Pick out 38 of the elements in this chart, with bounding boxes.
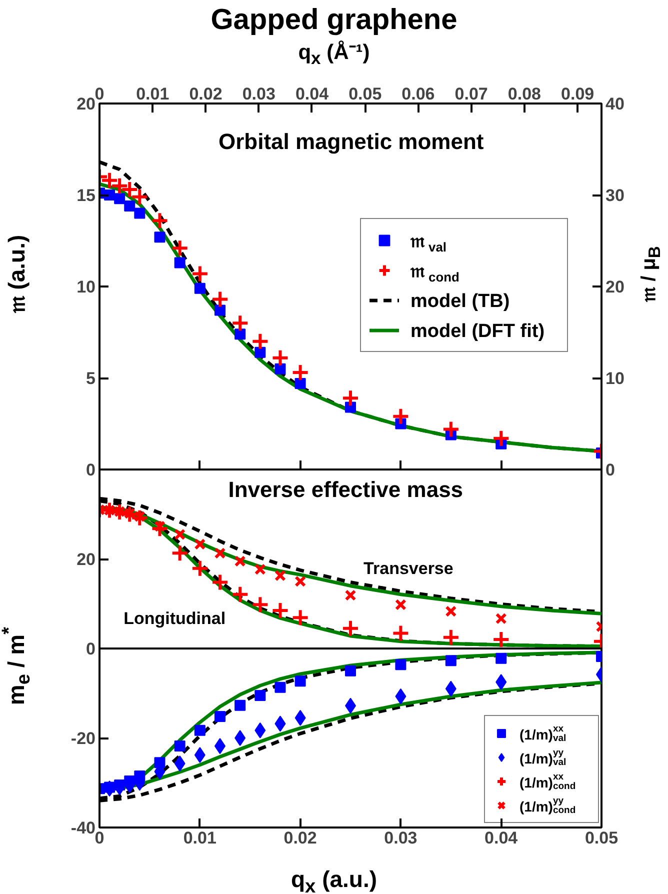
- x2-tick-label: 0.06: [402, 84, 435, 104]
- x-axis-title: q$_{x}$ (a.u.): [290, 865, 378, 894]
- x2-tick-label: 0.07: [454, 84, 488, 104]
- y2-tick-label: 20: [606, 278, 624, 296]
- y-tick-label: 5: [86, 369, 96, 388]
- legend-label: model (DFT fit): [410, 321, 545, 342]
- y-tick-label: -20: [70, 729, 96, 748]
- legend-label: model (TB): [410, 291, 510, 312]
- chart-title: Inverse effective mass: [228, 477, 464, 502]
- chart-title: Gapped graphene: [210, 3, 458, 38]
- x-tick-label: 0.01: [183, 828, 216, 848]
- y2-tick-label: 10: [606, 369, 624, 388]
- y-tick-label: 0: [86, 460, 96, 480]
- y-tick-label: 20: [76, 550, 96, 569]
- x2-tick-label: 0.01: [136, 84, 170, 104]
- x2-tick-label: 0.05: [348, 84, 382, 104]
- text: Orbital magnetic moment: [218, 129, 484, 154]
- x2-tick-label: 0.03: [242, 84, 276, 104]
- y-tick-label: -40: [70, 818, 96, 838]
- annotation: Transverse: [364, 558, 454, 578]
- y2-tick-label: 30: [606, 186, 624, 205]
- x2-axis-title: q$_{x}$ (Å⁻¹): [297, 40, 371, 70]
- x2-tick-label: 0.08: [508, 84, 542, 104]
- y-tick-label: 20: [76, 94, 96, 114]
- x-tick-label: 0.04: [484, 828, 518, 848]
- x-tick-label: 0.03: [384, 828, 418, 848]
- y2-tick-label: 40: [606, 94, 624, 114]
- y-tick-label: 10: [76, 278, 96, 296]
- x-tick-label: 0.02: [284, 828, 317, 848]
- y-tick-label: 0: [86, 640, 96, 658]
- annotation: Longitudinal: [124, 609, 226, 628]
- x2-tick-label: 0.02: [189, 84, 222, 104]
- y-axis-title: 𝔪 (a.u.): [2, 234, 31, 313]
- x2-tick-label: 0.09: [561, 84, 594, 104]
- y-tick-label: 15: [76, 186, 96, 205]
- y2-tick-label: 0: [606, 460, 615, 480]
- x2-tick-label: 0.04: [295, 84, 330, 104]
- x-tick-label: 0.05: [584, 828, 618, 848]
